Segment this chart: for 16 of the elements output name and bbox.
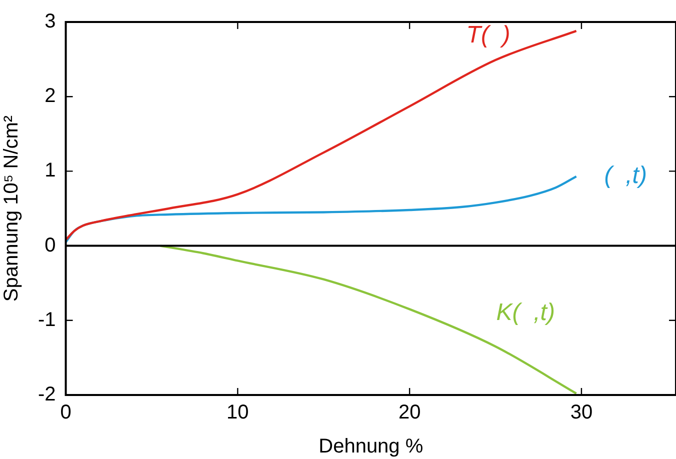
y-tick-label: -1 [38, 308, 56, 331]
x-tick-label: 10 [226, 402, 249, 424]
x-tick-label: 0 [60, 402, 72, 424]
x-tick-label: 30 [570, 402, 593, 424]
x-tick-label: 20 [398, 402, 421, 424]
y-axis-title: Spannung 10⁵ N/cm² [0, 115, 23, 302]
series-label: T( ) [466, 22, 510, 49]
y-tick-label: 2 [44, 85, 56, 108]
y-tick-label: -2 [38, 384, 56, 406]
series-label: ( ,t) [604, 162, 647, 190]
line-series [66, 175, 578, 244]
y-tick-label: 1 [44, 160, 56, 182]
x-axis-title: Dehnung % [318, 436, 424, 458]
y-tick-label: 0 [44, 234, 56, 256]
series-label: K( ,t) [496, 299, 555, 326]
y-tick-label: 3 [44, 10, 56, 33]
